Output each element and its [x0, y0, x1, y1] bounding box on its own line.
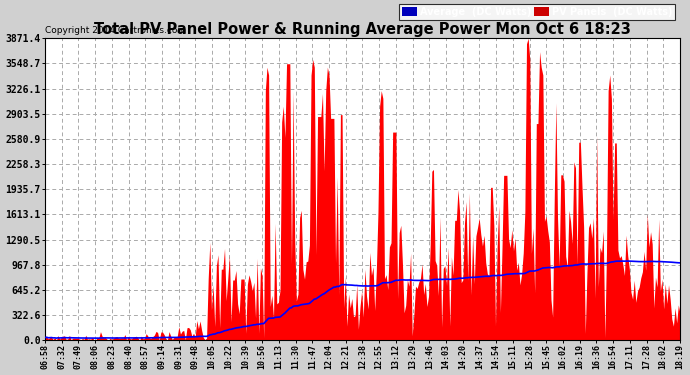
- Title: Total PV Panel Power & Running Average Power Mon Oct 6 18:23: Total PV Panel Power & Running Average P…: [94, 22, 631, 37]
- Legend: Average  (DC Watts), PV Panels  (DC Watts): Average (DC Watts), PV Panels (DC Watts): [400, 4, 675, 20]
- Text: Copyright 2014 Cartronics.com: Copyright 2014 Cartronics.com: [45, 26, 186, 35]
